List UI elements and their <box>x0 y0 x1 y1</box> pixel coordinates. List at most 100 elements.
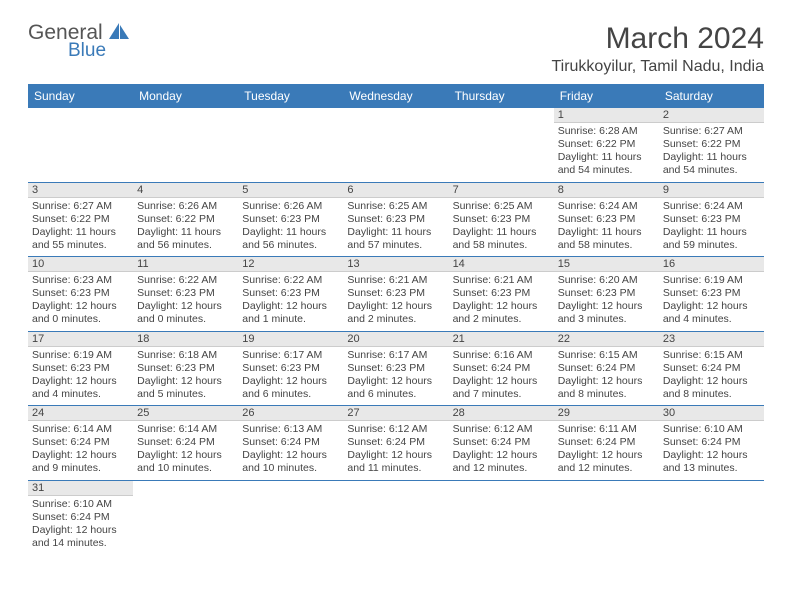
calendar-cell: 14Sunrise: 6:21 AMSunset: 6:23 PMDayligh… <box>449 257 554 331</box>
sunrise-text: Sunrise: 6:19 AM <box>663 274 760 287</box>
day-number: 16 <box>659 257 764 272</box>
sunset-text: Sunset: 6:23 PM <box>663 213 760 226</box>
daylight-text: Daylight: 11 hours and 54 minutes. <box>663 151 760 177</box>
day-details: Sunrise: 6:19 AMSunset: 6:23 PMDaylight:… <box>28 347 133 406</box>
calendar-cell: 29Sunrise: 6:11 AMSunset: 6:24 PMDayligh… <box>554 406 659 480</box>
day-number: 18 <box>133 332 238 347</box>
sunrise-text: Sunrise: 6:17 AM <box>242 349 339 362</box>
calendar-cell: 4Sunrise: 6:26 AMSunset: 6:22 PMDaylight… <box>133 183 238 257</box>
calendar-cell-empty <box>343 108 448 182</box>
sunrise-text: Sunrise: 6:15 AM <box>663 349 760 362</box>
sunrise-text: Sunrise: 6:22 AM <box>137 274 234 287</box>
calendar-cell: 21Sunrise: 6:16 AMSunset: 6:24 PMDayligh… <box>449 332 554 406</box>
day-details: Sunrise: 6:23 AMSunset: 6:23 PMDaylight:… <box>28 272 133 331</box>
day-details: Sunrise: 6:25 AMSunset: 6:23 PMDaylight:… <box>343 198 448 257</box>
sunset-text: Sunset: 6:22 PM <box>32 213 129 226</box>
day-number: 7 <box>449 183 554 198</box>
calendar-cell: 22Sunrise: 6:15 AMSunset: 6:24 PMDayligh… <box>554 332 659 406</box>
sunrise-text: Sunrise: 6:10 AM <box>32 498 129 511</box>
daylight-text: Daylight: 12 hours and 6 minutes. <box>242 375 339 401</box>
day-details: Sunrise: 6:21 AMSunset: 6:23 PMDaylight:… <box>343 272 448 331</box>
day-number: 17 <box>28 332 133 347</box>
sunset-text: Sunset: 6:23 PM <box>453 287 550 300</box>
daylight-text: Daylight: 11 hours and 55 minutes. <box>32 226 129 252</box>
day-details: Sunrise: 6:10 AMSunset: 6:24 PMDaylight:… <box>659 421 764 480</box>
calendar-cell: 15Sunrise: 6:20 AMSunset: 6:23 PMDayligh… <box>554 257 659 331</box>
sunset-text: Sunset: 6:24 PM <box>453 436 550 449</box>
day-details: Sunrise: 6:22 AMSunset: 6:23 PMDaylight:… <box>238 272 343 331</box>
daylight-text: Daylight: 12 hours and 1 minute. <box>242 300 339 326</box>
calendar-cell: 25Sunrise: 6:14 AMSunset: 6:24 PMDayligh… <box>133 406 238 480</box>
day-details: Sunrise: 6:10 AMSunset: 6:24 PMDaylight:… <box>28 496 133 555</box>
sunset-text: Sunset: 6:23 PM <box>558 287 655 300</box>
daylight-text: Daylight: 12 hours and 8 minutes. <box>558 375 655 401</box>
calendar-cell: 6Sunrise: 6:25 AMSunset: 6:23 PMDaylight… <box>343 183 448 257</box>
calendar-body: 1Sunrise: 6:28 AMSunset: 6:22 PMDaylight… <box>28 108 764 554</box>
daylight-text: Daylight: 12 hours and 12 minutes. <box>558 449 655 475</box>
sunrise-text: Sunrise: 6:22 AM <box>242 274 339 287</box>
calendar-week: 3Sunrise: 6:27 AMSunset: 6:22 PMDaylight… <box>28 183 764 258</box>
day-details: Sunrise: 6:20 AMSunset: 6:23 PMDaylight:… <box>554 272 659 331</box>
sunset-text: Sunset: 6:23 PM <box>137 287 234 300</box>
sunrise-text: Sunrise: 6:27 AM <box>32 200 129 213</box>
sunrise-text: Sunrise: 6:10 AM <box>663 423 760 436</box>
day-number: 3 <box>28 183 133 198</box>
day-number: 20 <box>343 332 448 347</box>
day-number: 25 <box>133 406 238 421</box>
calendar-cell: 16Sunrise: 6:19 AMSunset: 6:23 PMDayligh… <box>659 257 764 331</box>
day-number: 13 <box>343 257 448 272</box>
sunrise-text: Sunrise: 6:14 AM <box>137 423 234 436</box>
daylight-text: Daylight: 12 hours and 12 minutes. <box>453 449 550 475</box>
calendar-cell: 26Sunrise: 6:13 AMSunset: 6:24 PMDayligh… <box>238 406 343 480</box>
day-details: Sunrise: 6:12 AMSunset: 6:24 PMDaylight:… <box>343 421 448 480</box>
calendar-cell-empty <box>238 108 343 182</box>
brand-logo: General Blue <box>28 22 129 60</box>
calendar-cell: 5Sunrise: 6:26 AMSunset: 6:23 PMDaylight… <box>238 183 343 257</box>
day-details: Sunrise: 6:22 AMSunset: 6:23 PMDaylight:… <box>133 272 238 331</box>
sunset-text: Sunset: 6:22 PM <box>137 213 234 226</box>
sunset-text: Sunset: 6:24 PM <box>663 436 760 449</box>
calendar-cell-empty <box>133 108 238 182</box>
sunrise-text: Sunrise: 6:28 AM <box>558 125 655 138</box>
title-block: March 2024 Tirukkoyilur, Tamil Nadu, Ind… <box>551 22 764 76</box>
sail-icon <box>109 21 129 44</box>
daylight-text: Daylight: 12 hours and 4 minutes. <box>32 375 129 401</box>
sunset-text: Sunset: 6:23 PM <box>242 362 339 375</box>
calendar-cell: 12Sunrise: 6:22 AMSunset: 6:23 PMDayligh… <box>238 257 343 331</box>
sunset-text: Sunset: 6:23 PM <box>558 213 655 226</box>
day-details: Sunrise: 6:24 AMSunset: 6:23 PMDaylight:… <box>554 198 659 257</box>
day-number: 30 <box>659 406 764 421</box>
sunrise-text: Sunrise: 6:12 AM <box>453 423 550 436</box>
calendar-cell: 17Sunrise: 6:19 AMSunset: 6:23 PMDayligh… <box>28 332 133 406</box>
calendar-cell-empty <box>238 481 343 555</box>
day-details: Sunrise: 6:26 AMSunset: 6:22 PMDaylight:… <box>133 198 238 257</box>
daylight-text: Daylight: 12 hours and 6 minutes. <box>347 375 444 401</box>
sunrise-text: Sunrise: 6:13 AM <box>242 423 339 436</box>
sunset-text: Sunset: 6:22 PM <box>558 138 655 151</box>
calendar-cell-empty <box>343 481 448 555</box>
day-number: 10 <box>28 257 133 272</box>
calendar-cell: 1Sunrise: 6:28 AMSunset: 6:22 PMDaylight… <box>554 108 659 182</box>
sunset-text: Sunset: 6:23 PM <box>347 362 444 375</box>
sunset-text: Sunset: 6:24 PM <box>32 511 129 524</box>
day-details: Sunrise: 6:21 AMSunset: 6:23 PMDaylight:… <box>449 272 554 331</box>
calendar-cell-empty <box>659 481 764 555</box>
sunrise-text: Sunrise: 6:23 AM <box>32 274 129 287</box>
daylight-text: Daylight: 12 hours and 4 minutes. <box>663 300 760 326</box>
day-details: Sunrise: 6:17 AMSunset: 6:23 PMDaylight:… <box>238 347 343 406</box>
day-number: 24 <box>28 406 133 421</box>
calendar-cell: 19Sunrise: 6:17 AMSunset: 6:23 PMDayligh… <box>238 332 343 406</box>
daylight-text: Daylight: 12 hours and 10 minutes. <box>242 449 339 475</box>
day-number: 11 <box>133 257 238 272</box>
day-details: Sunrise: 6:16 AMSunset: 6:24 PMDaylight:… <box>449 347 554 406</box>
calendar-cell: 9Sunrise: 6:24 AMSunset: 6:23 PMDaylight… <box>659 183 764 257</box>
day-number: 26 <box>238 406 343 421</box>
daylight-text: Daylight: 12 hours and 10 minutes. <box>137 449 234 475</box>
daylight-text: Daylight: 11 hours and 57 minutes. <box>347 226 444 252</box>
day-details: Sunrise: 6:27 AMSunset: 6:22 PMDaylight:… <box>659 123 764 182</box>
calendar-cell: 24Sunrise: 6:14 AMSunset: 6:24 PMDayligh… <box>28 406 133 480</box>
calendar-cell: 11Sunrise: 6:22 AMSunset: 6:23 PMDayligh… <box>133 257 238 331</box>
daylight-text: Daylight: 12 hours and 2 minutes. <box>453 300 550 326</box>
day-number: 9 <box>659 183 764 198</box>
day-number: 4 <box>133 183 238 198</box>
